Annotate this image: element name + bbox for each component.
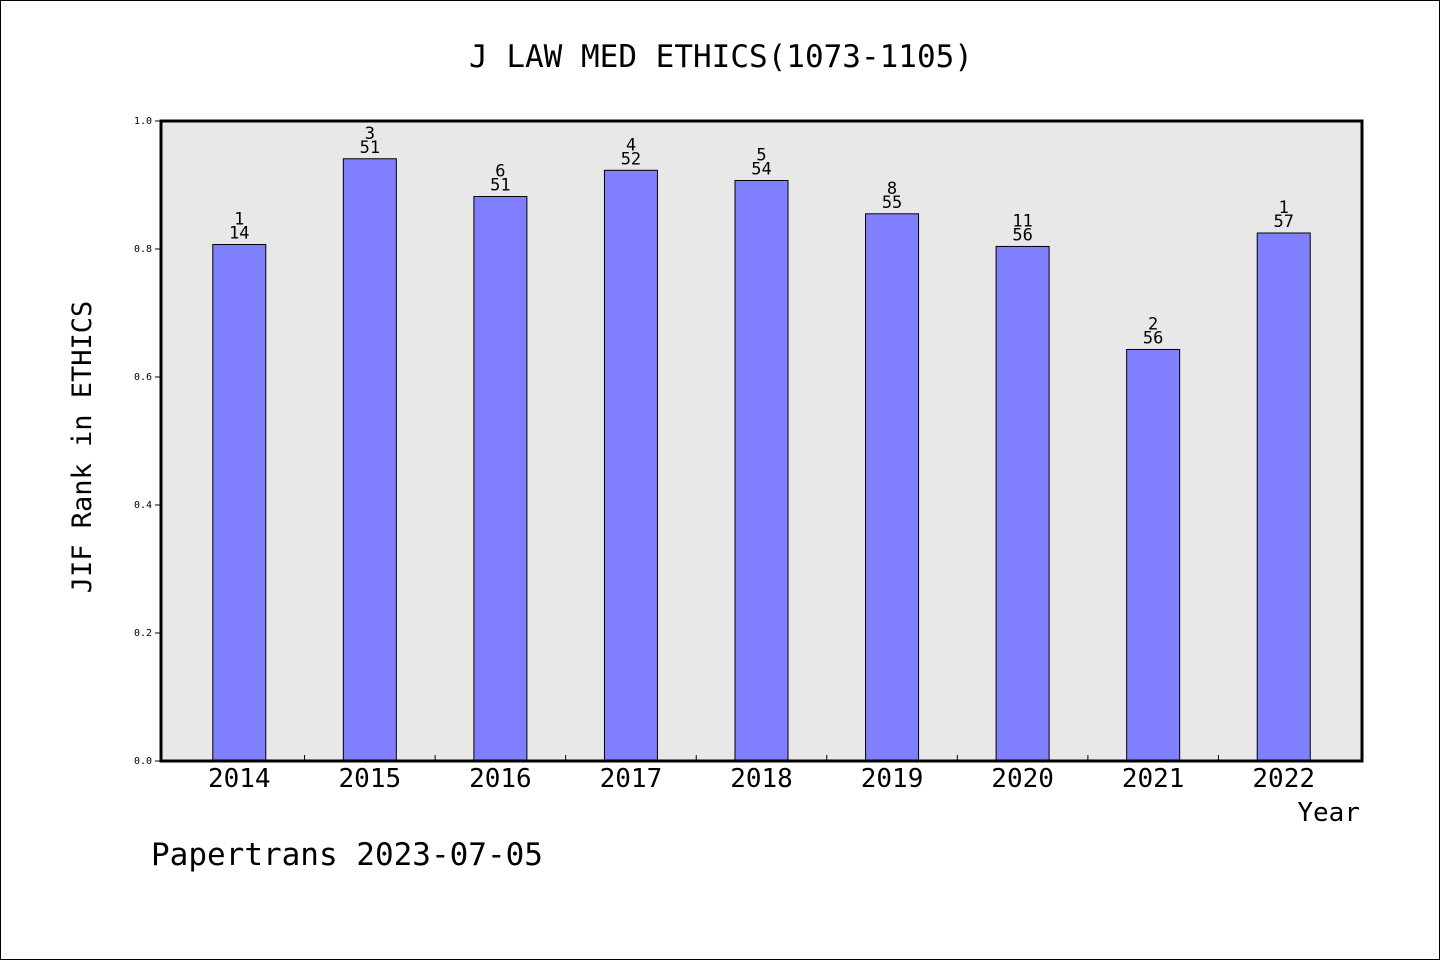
x-tick-label: 2021 (1122, 764, 1185, 794)
bar (212, 244, 267, 762)
y-axis: 0.0 0.2 0.4 0.6 0.8 1.0 (134, 116, 161, 767)
plot-border (159, 119, 1364, 763)
bar-total-label: 14 (229, 224, 249, 244)
bar (603, 169, 658, 762)
bar-rank-label: 6 (495, 162, 505, 182)
bar-rank-label: 3 (365, 124, 375, 144)
y-tick-label: 1.0 (134, 116, 152, 127)
y-tick-label: 0.8 (134, 244, 152, 255)
bar (734, 180, 789, 762)
bar-total-label: 55 (882, 193, 902, 213)
bar-total-label: 56 (1143, 328, 1163, 348)
bar-rank-label: 4 (626, 135, 636, 155)
bar-rank-label: 5 (756, 146, 766, 166)
bar (865, 213, 920, 762)
x-tick-label: 2018 (730, 764, 793, 794)
x-tick-label: 2020 (991, 764, 1054, 794)
y-tick-label: 0.6 (134, 372, 152, 383)
x-tick-label: 2015 (339, 764, 402, 794)
x-tick-label: 2022 (1252, 764, 1315, 794)
bar-total-label: 51 (360, 138, 380, 158)
x-tick-label: 2014 (208, 764, 271, 794)
bar-rank-label: 1 (234, 210, 244, 230)
bar-total-label: 51 (490, 176, 510, 196)
x-tick-label: 2019 (861, 764, 924, 794)
bar (1126, 348, 1181, 762)
x-tick-label: 2016 (469, 764, 532, 794)
y-tick-label: 0.2 (134, 628, 152, 639)
bar-total-label: 56 (1012, 225, 1032, 245)
bar-rank-label: 2 (1148, 314, 1158, 334)
bar (342, 158, 397, 762)
bar-rank-label: 1 (1279, 198, 1289, 218)
chart-title: J LAW MED ETHICS(1073-1105) (469, 39, 973, 75)
bar-rank-label: 11 (1012, 211, 1032, 231)
bar-rank-label: 8 (887, 179, 897, 199)
y-tick-label: 0.4 (134, 500, 152, 511)
bars-group (212, 158, 1311, 762)
y-axis-label: JIF Rank in ETHICS (67, 301, 98, 594)
bar (473, 196, 528, 762)
bar-total-label: 54 (751, 160, 771, 180)
footer-credit: Papertrans 2023-07-05 (151, 837, 543, 873)
bar-total-label: 52 (621, 149, 641, 169)
x-axis-label: Year (1297, 798, 1360, 828)
x-tick-label: 2017 (600, 764, 663, 794)
y-tick-label: 0.0 (134, 756, 152, 767)
x-axis: 2014 2015 2016 2017 2018 2019 2020 2021 2022 (208, 755, 1315, 794)
bar (995, 245, 1050, 762)
bar-total-label: 57 (1273, 212, 1293, 232)
bar (1256, 232, 1311, 762)
